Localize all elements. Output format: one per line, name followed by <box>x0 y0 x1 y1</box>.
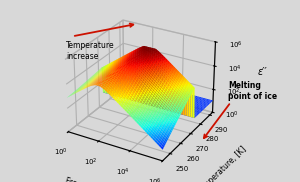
X-axis label: Frequency, [Hz]: Frequency, [Hz] <box>64 176 124 182</box>
Y-axis label: Temperature, [K]: Temperature, [K] <box>196 144 248 182</box>
Text: Temperature
increase: Temperature increase <box>66 41 115 61</box>
Text: Melting
point of ice: Melting point of ice <box>228 81 277 101</box>
